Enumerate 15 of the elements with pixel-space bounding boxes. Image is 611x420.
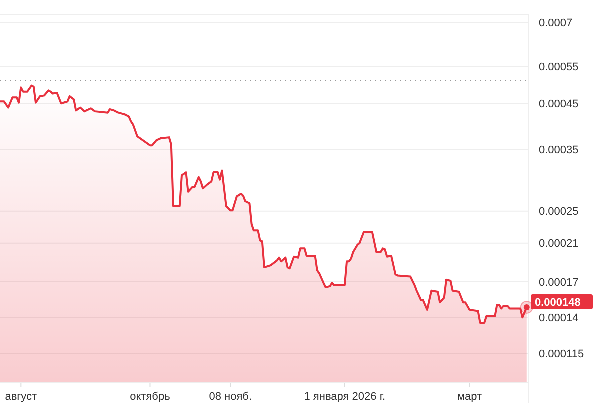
y-tick-label: 0.00021 (539, 238, 579, 250)
x-tick-label: 08 нояб. (209, 391, 252, 403)
y-tick-label: 0.000115 (539, 348, 584, 361)
y-tick-label: 0.00025 (539, 206, 579, 218)
annotation: 0.000148 (535, 296, 581, 309)
y-tick-label: 0.00055 (539, 62, 579, 74)
y-tick-label: 0.00014 (539, 312, 579, 324)
x-tick-label: март (457, 391, 482, 403)
x-tick-label: август (5, 391, 38, 403)
x-tick-label: 1 января 2026 г. (304, 391, 386, 403)
y-tick-label: 0.00035 (539, 144, 579, 157)
y-tick-label: 0.00017 (539, 276, 579, 289)
x-tick-label: октябрь (130, 391, 171, 403)
y-tick-label: 0.0007 (539, 18, 573, 30)
y-tick-label: 0.00045 (539, 98, 579, 111)
